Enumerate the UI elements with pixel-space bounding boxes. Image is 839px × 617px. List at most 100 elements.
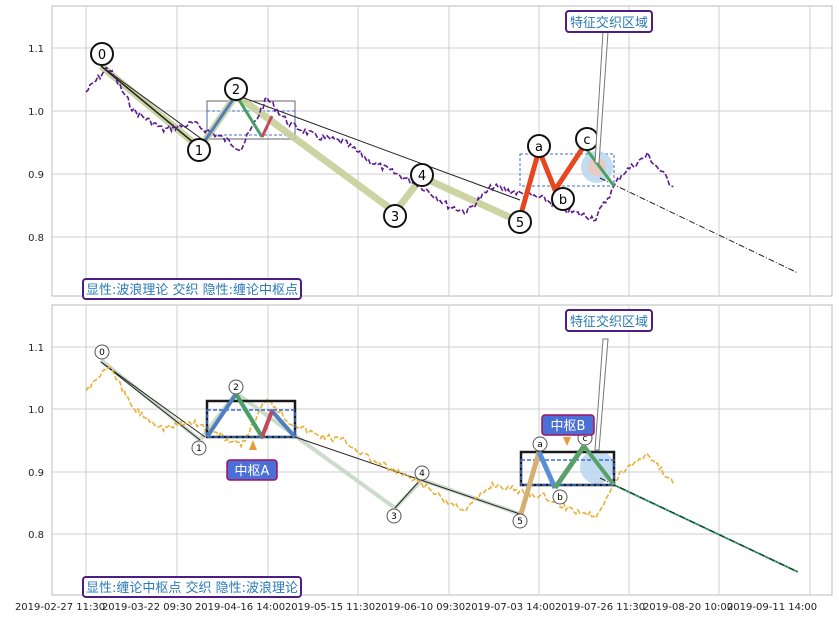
xtick-label: 2019-09-11 14:00 [727, 602, 817, 613]
bottom-grid [52, 305, 832, 595]
bottom-feature-label: 特征交织区域 [570, 314, 648, 330]
bottom-projection-line [599, 477, 799, 573]
zhongshu-a-pointer [249, 440, 257, 450]
bottom-wave-label-5: 5 [512, 513, 528, 529]
zhongshu-b-wave-segment [552, 444, 587, 490]
xtick-label: 2019-05-15 11:30 [285, 602, 375, 613]
bottom-legend-box [82, 576, 302, 598]
top-panel: 1.1 1.0 0.9 0.8 0 1 2 3 4 5 a b c [28, 5, 833, 300]
top-ytick-label: 1.1 [28, 44, 44, 55]
bottom-trend-line [100, 361, 201, 441]
top-wave-segment [260, 115, 274, 138]
bottom-trend-line [394, 477, 423, 509]
top-wave-label-c: c [575, 127, 599, 151]
bottom-ytick-label: 1.1 [28, 343, 44, 354]
svg-text:3: 3 [391, 210, 399, 225]
bottom-wave-label-3: 3 [386, 508, 402, 524]
zhongshu-a-wave-segment [234, 392, 264, 439]
bottom-wave-label-4: 4 [414, 465, 430, 481]
top-feature-label-box [565, 10, 653, 33]
top-wave-label-1: 1 [187, 138, 211, 162]
svg-text:4: 4 [418, 169, 426, 184]
top-grid [52, 6, 832, 296]
top-wave-label-b: b [551, 187, 575, 211]
zhongshu-a-label: 中枢A [235, 464, 270, 479]
top-wave-label-3: 3 [383, 204, 407, 228]
top-ytick-label: 0.8 [28, 233, 44, 244]
bottom-ytick-label: 1.0 [28, 405, 44, 416]
top-wave-label-4: 4 [410, 163, 434, 187]
top-ytick-label: 1.0 [28, 107, 44, 118]
svg-text:a: a [535, 140, 543, 155]
svg-text:5: 5 [517, 517, 523, 527]
xtick-label: 2019-08-20 10:00 [643, 602, 733, 613]
xtick-label: 2019-02-27 11:30 [15, 602, 105, 613]
svg-text:5: 5 [516, 216, 524, 231]
bottom-ytick-label: 0.8 [28, 530, 44, 541]
top-ytick-label: 0.9 [28, 170, 44, 181]
svg-text:2: 2 [233, 383, 239, 393]
top-trend-line [100, 65, 211, 146]
top-legend-box [82, 278, 302, 300]
x-axis: 2019-02-27 11:30 2019-03-22 09:30 2019-0… [15, 602, 817, 613]
svg-text:0: 0 [98, 48, 106, 63]
svg-text:c: c [583, 133, 590, 148]
top-wave-label-2: 2 [224, 77, 248, 101]
zhongshu-b-label-box [541, 414, 595, 436]
price-line [85, 66, 674, 222]
bottom-panel: 1.1 1.0 0.9 0.8 0 1 2 3 4 5 [28, 304, 833, 598]
zhongshu-b-inner-box [520, 459, 615, 486]
top-wave-label-5: 5 [508, 210, 532, 234]
bottom-wave-label-0: 0 [94, 344, 110, 360]
top-wave-segment [198, 94, 238, 149]
zhongshu-b-pointer [563, 437, 571, 446]
bottom-wave-label-1: 1 [191, 440, 207, 456]
price-line [85, 366, 675, 520]
zhongshu-b-wave-segment [536, 450, 558, 490]
top-red-wave [518, 144, 587, 215]
zhongshu-b-label: 中枢B [551, 419, 586, 434]
top-wave-label-a: a [527, 134, 551, 158]
zhongshu-a-label-box [226, 459, 278, 481]
xtick-label: 2019-03-22 09:30 [102, 602, 192, 613]
zhongshu-b-wave-segment [582, 444, 616, 487]
svg-text:1: 1 [195, 144, 203, 159]
top-wave-segment [582, 145, 616, 187]
bottom-ytick-label: 0.9 [28, 468, 44, 479]
bottom-feature-label-box [565, 309, 653, 332]
svg-text:b: b [559, 193, 567, 208]
svg-text:2: 2 [232, 83, 240, 98]
xtick-label: 2019-04-16 14:00 [195, 602, 285, 613]
xtick-label: 2019-07-26 11:30 [555, 602, 645, 613]
top-wave-label-0: 0 [90, 42, 114, 66]
xtick-label: 2019-07-03 14:00 [465, 602, 555, 613]
top-plot-area [51, 5, 833, 297]
svg-text:3: 3 [391, 512, 397, 522]
zhongshu-a-wave-segment [260, 410, 274, 438]
zhongshu-b-wave-segment [518, 451, 542, 515]
bottom-wave-label-a: a [532, 436, 548, 452]
svg-text:0: 0 [99, 348, 105, 358]
top-wave-segment [234, 94, 264, 138]
top-price-series [85, 66, 674, 222]
top-trend-line [100, 65, 201, 149]
svg-text:c: c [583, 434, 588, 444]
top-legend: 显性:波浪理论 交织 隐性:缠论中枢点 [86, 282, 298, 298]
svg-text:a: a [537, 440, 543, 450]
bottom-wave-label-2: 2 [228, 379, 244, 395]
svg-text:1: 1 [196, 444, 202, 454]
top-projection-line [599, 177, 799, 274]
svg-text:b: b [557, 493, 563, 503]
bottom-legend: 显性:缠论中枢点 交织 隐性:波浪理论 [86, 580, 298, 596]
xtick-label: 2019-06-10 09:30 [375, 602, 465, 613]
top-feature-label: 特征交织区域 [570, 15, 648, 31]
bottom-wave-label-b: b [552, 489, 568, 505]
top-trend-line [235, 94, 521, 201]
bottom-price-series [85, 366, 675, 520]
bottom-plot-area [51, 304, 833, 596]
top-zhongshu-box-b [519, 153, 615, 187]
zhongshu-a-inner-box [206, 409, 296, 438]
bottom-trend-line [100, 361, 206, 438]
